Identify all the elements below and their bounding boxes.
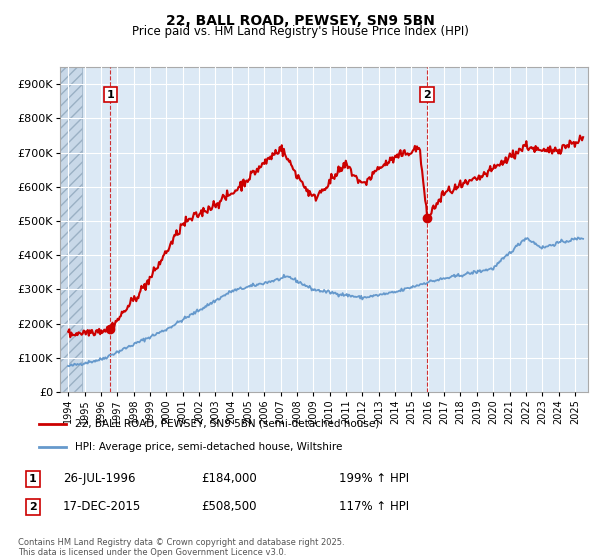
Text: £184,000: £184,000 — [201, 472, 257, 486]
Text: HPI: Average price, semi-detached house, Wiltshire: HPI: Average price, semi-detached house,… — [75, 442, 343, 452]
Text: Contains HM Land Registry data © Crown copyright and database right 2025.
This d: Contains HM Land Registry data © Crown c… — [18, 538, 344, 557]
Text: 22, BALL ROAD, PEWSEY, SN9 5BN: 22, BALL ROAD, PEWSEY, SN9 5BN — [166, 14, 434, 28]
Text: 26-JUL-1996: 26-JUL-1996 — [63, 472, 136, 486]
Text: 117% ↑ HPI: 117% ↑ HPI — [339, 500, 409, 514]
Text: Price paid vs. HM Land Registry's House Price Index (HPI): Price paid vs. HM Land Registry's House … — [131, 25, 469, 38]
Text: 1: 1 — [29, 474, 37, 484]
Text: 1: 1 — [106, 90, 114, 100]
Text: 17-DEC-2015: 17-DEC-2015 — [63, 500, 141, 514]
Text: £508,500: £508,500 — [201, 500, 257, 514]
Bar — [60, 67, 82, 392]
Text: 2: 2 — [423, 90, 431, 100]
Bar — [60, 67, 82, 392]
Text: 199% ↑ HPI: 199% ↑ HPI — [339, 472, 409, 486]
Text: 22, BALL ROAD, PEWSEY, SN9 5BN (semi-detached house): 22, BALL ROAD, PEWSEY, SN9 5BN (semi-det… — [75, 419, 379, 429]
Text: 2: 2 — [29, 502, 37, 512]
